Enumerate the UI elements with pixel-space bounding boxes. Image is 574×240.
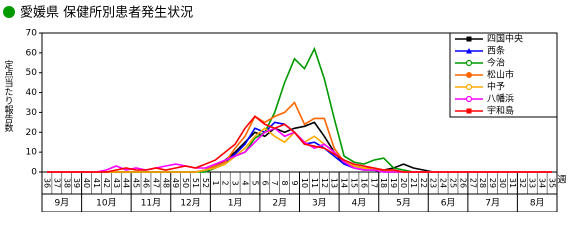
x-tick-label: 24: [439, 178, 448, 188]
legend-marker: [466, 72, 472, 78]
x-tick-label: 19: [389, 178, 398, 188]
x-tick-label: 33: [528, 178, 537, 188]
x-tick-label: 4: [241, 180, 250, 185]
x-tick-label: 18: [379, 178, 388, 188]
month-label: 11月: [141, 198, 161, 209]
x-tick-label: 10: [300, 178, 309, 188]
x-tick-label: 9: [290, 180, 299, 185]
x-tick-label: 3: [231, 180, 240, 185]
x-tick-label: 1: [211, 180, 220, 185]
month-label: 12月: [180, 198, 200, 209]
legend-marker: [466, 36, 472, 42]
month-label: 1月: [228, 198, 243, 209]
y-tick-label: 60: [26, 48, 38, 58]
x-tick-label: 11: [310, 178, 319, 188]
x-tick-label: 50: [181, 178, 190, 188]
y-tick-label: 70: [26, 29, 38, 39]
legend-label: 四国中央: [487, 33, 523, 45]
legend-label: 今治: [487, 57, 505, 69]
legend-label: 西条: [487, 45, 505, 57]
legend-marker: [465, 95, 473, 103]
chart-title: 愛媛県 保健所別患者発生状況: [20, 6, 193, 21]
x-tick-label: 22: [419, 178, 428, 188]
legend-label: 宇和島: [487, 105, 514, 117]
x-tick-label: 34: [538, 178, 547, 188]
x-tick-label: 21: [409, 178, 418, 188]
x-tick-label: 31: [508, 178, 517, 188]
x-tick-label: 16: [359, 178, 368, 188]
x-tick-label: 6: [260, 180, 269, 185]
x-tick-label: 25: [449, 178, 458, 188]
x-tick-label: 14: [340, 178, 349, 188]
x-tick-label: 5: [250, 180, 259, 185]
x-tick-label: 51: [191, 178, 200, 188]
x-tick-label: 41: [92, 178, 101, 188]
x-tick-label: 48: [161, 178, 170, 188]
x-tick-label: 45: [132, 178, 141, 188]
x-tick-label: 13: [330, 178, 339, 188]
y-tick-label: 0: [31, 168, 37, 178]
x-tick-label: 44: [122, 178, 131, 188]
x-tick-label: 23: [429, 178, 438, 188]
month-label: 10月: [96, 198, 116, 209]
x-tick-label: 47: [151, 178, 160, 188]
x-tick-label: 15: [349, 178, 358, 188]
x-tick-label: 32: [518, 178, 527, 188]
month-label: 5月: [396, 198, 411, 209]
y-tick-label: 20: [26, 128, 38, 138]
month-label: 3月: [312, 198, 327, 209]
legend-marker: [465, 59, 473, 67]
y-tick-label: 40: [26, 88, 38, 98]
x-tick-label: 42: [102, 178, 111, 188]
x-tick-label: 27: [468, 178, 477, 188]
x-tick-label: 28: [478, 178, 487, 188]
x-tick-label: 39: [72, 178, 81, 188]
x-tick-label: 29: [488, 178, 497, 188]
month-label: 4月: [352, 198, 367, 209]
x-tick-label: 46: [141, 178, 150, 188]
legend-marker: [466, 108, 472, 114]
legend-label: 八幡浜: [487, 93, 514, 105]
x-tick-label: 2: [221, 180, 230, 185]
chart: 愛媛県 保健所別患者発生状況 定点当たり報告数 週 0 10 20 30 40 50 60 7…: [3, 6, 567, 212]
series-line: [47, 115, 552, 173]
legend-label: 中予: [487, 81, 505, 93]
title-icon: [3, 6, 15, 18]
x-tick-label: 52: [201, 178, 210, 188]
legend-label: 松山市: [487, 69, 514, 81]
month-label: 2月: [272, 198, 287, 209]
x-tick-label: 40: [82, 178, 91, 188]
x-tick-label: 8: [280, 180, 289, 185]
x-tick-label: 43: [112, 178, 121, 188]
x-tick-label: 26: [458, 178, 467, 188]
month-label: 7月: [485, 198, 500, 209]
y-tick-label: 10: [26, 148, 38, 158]
y-tick-label: 50: [26, 68, 38, 78]
month-label: 6月: [441, 198, 456, 209]
x-tick-label: 7: [270, 180, 279, 185]
x-tick-label: 12: [320, 178, 329, 188]
x-axis-label: 週: [557, 175, 566, 186]
month-label: 9月: [54, 198, 69, 209]
x-tick-label: 38: [62, 178, 71, 188]
x-tick-label: 17: [369, 178, 378, 188]
y-tick-label: 30: [26, 108, 38, 118]
x-tick-label: 37: [52, 178, 61, 188]
x-tick-label: 30: [498, 178, 507, 188]
y-axis-label: 定点当たり報告数: [3, 59, 14, 133]
legend-marker: [466, 48, 472, 54]
month-label: 8月: [530, 198, 545, 209]
x-tick-label: 35: [548, 178, 557, 188]
x-tick-label: 20: [399, 178, 408, 188]
x-tick-label: 49: [171, 178, 180, 188]
x-tick-label: 36: [42, 178, 51, 188]
legend-marker: [465, 83, 473, 91]
